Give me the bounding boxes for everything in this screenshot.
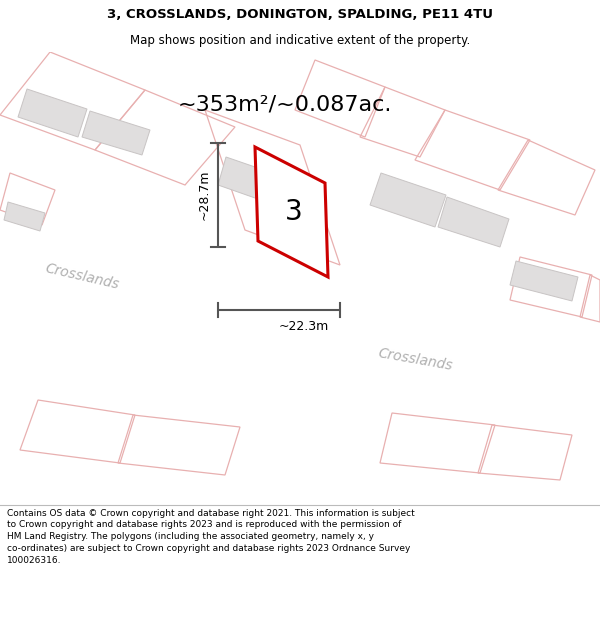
Text: ~353m²/~0.087ac.: ~353m²/~0.087ac.: [178, 95, 392, 115]
Polygon shape: [218, 157, 284, 205]
Polygon shape: [370, 173, 446, 227]
Text: Map shows position and indicative extent of the property.: Map shows position and indicative extent…: [130, 34, 470, 47]
Text: ~28.7m: ~28.7m: [197, 170, 211, 220]
Polygon shape: [82, 111, 150, 155]
Text: Contains OS data © Crown copyright and database right 2021. This information is : Contains OS data © Crown copyright and d…: [7, 509, 415, 565]
Text: 3, CROSSLANDS, DONINGTON, SPALDING, PE11 4TU: 3, CROSSLANDS, DONINGTON, SPALDING, PE11…: [107, 8, 493, 21]
Text: Crosslands: Crosslands: [44, 262, 121, 292]
Polygon shape: [255, 147, 328, 277]
Polygon shape: [18, 89, 87, 137]
Text: 3: 3: [284, 198, 302, 226]
Text: ~22.3m: ~22.3m: [279, 319, 329, 332]
Polygon shape: [438, 197, 509, 247]
Polygon shape: [4, 202, 45, 231]
Text: Crosslands: Crosslands: [377, 346, 454, 374]
Polygon shape: [510, 261, 578, 301]
